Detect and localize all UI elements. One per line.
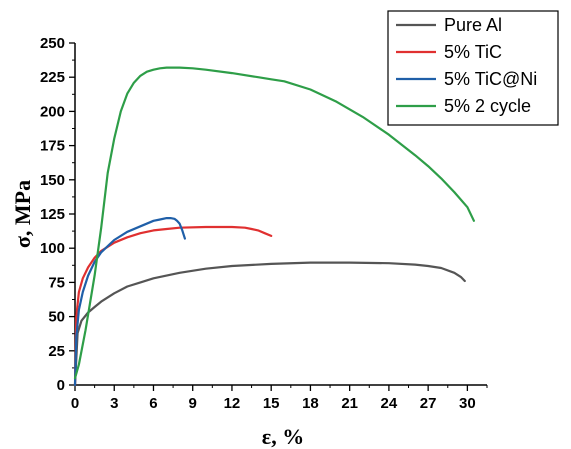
- series-line-1: [73, 261, 466, 387]
- y-tick-label: 150: [40, 172, 65, 189]
- y-tick-label: 200: [40, 103, 65, 120]
- series-line-4: [73, 66, 475, 380]
- series-layer: [73, 66, 475, 387]
- x-tick-label: 12: [224, 395, 241, 412]
- x-tick-label: 6: [149, 395, 157, 412]
- legend-label: 5% 2 cycle: [444, 96, 531, 116]
- x-tick-label: 15: [263, 395, 280, 412]
- legend-label: 5% TiC: [444, 42, 502, 62]
- y-tick-label: 125: [40, 206, 65, 223]
- y-tick-label: 25: [48, 343, 65, 360]
- y-tick-label: 0: [57, 377, 65, 394]
- y-tick-label: 50: [48, 309, 65, 326]
- x-tick-label: 21: [341, 395, 358, 412]
- series-line-3: [73, 217, 186, 387]
- y-tick-label: 100: [40, 240, 65, 257]
- legend: Pure Al 5% TiC 5% TiC@Ni 5% 2 cycle: [387, 10, 559, 126]
- x-tick-label: 30: [459, 395, 476, 412]
- legend-label: Pure Al: [444, 15, 502, 35]
- x-tick-label: 3: [110, 395, 118, 412]
- x-tick-label: 9: [189, 395, 197, 412]
- y-tick-label: 75: [48, 274, 65, 291]
- y-axis-title: σ, MPa: [10, 180, 35, 248]
- series-line-2: [73, 225, 273, 387]
- y-tick-label: 250: [40, 35, 65, 52]
- y-tick-label: 225: [40, 69, 65, 86]
- tick-labels: 0 25 50 75 100 125 150 175 200 225 250 0 3 6 9 12 15 18 21…: [40, 35, 476, 412]
- y-tick-label: 175: [40, 138, 65, 155]
- x-tick-label: 27: [420, 395, 437, 412]
- x-tick-label: 0: [71, 395, 79, 412]
- legend-label: 5% TiC@Ni: [444, 69, 537, 89]
- x-tick-label: 18: [302, 395, 319, 412]
- x-axis-title: ε, %: [262, 424, 304, 449]
- x-tick-label: 24: [381, 395, 398, 412]
